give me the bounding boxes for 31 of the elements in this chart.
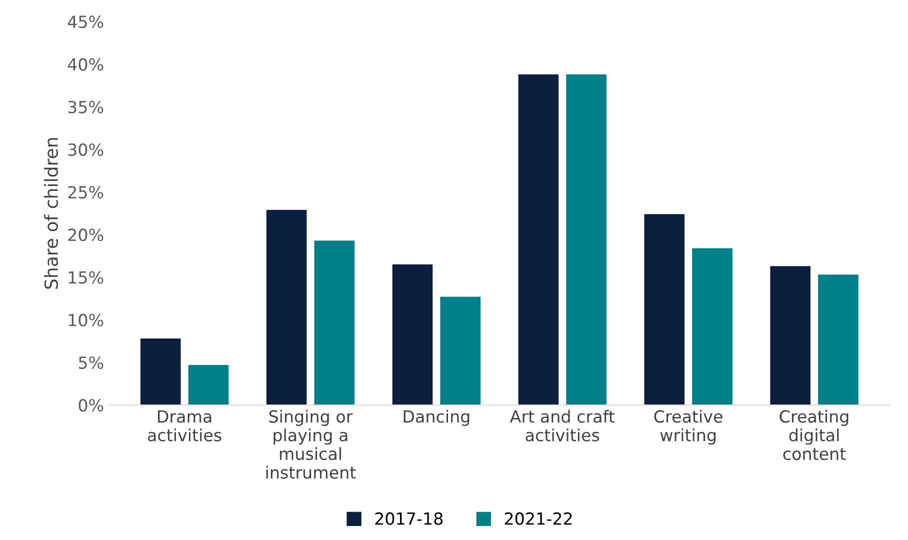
y-tick-label: 30% xyxy=(68,143,104,156)
bar xyxy=(518,74,559,405)
bar xyxy=(692,248,732,405)
bar xyxy=(644,214,685,405)
bar xyxy=(770,266,810,405)
y-axis-title: Share of children xyxy=(44,138,58,289)
legend-label: 2017-18 xyxy=(375,512,443,525)
y-tick-label: 5% xyxy=(78,356,104,369)
bar xyxy=(566,74,606,405)
bar xyxy=(266,210,307,405)
x-tick-label: Creating digital content xyxy=(780,410,848,460)
x-tick-label: Creative writing xyxy=(654,410,722,445)
x-tick-label: Singing or playing a musical instrument xyxy=(266,410,356,479)
y-tick-label: 45% xyxy=(68,16,104,28)
bar xyxy=(188,364,229,405)
y-tick-label: 35% xyxy=(68,100,104,114)
y-tick-label: 0% xyxy=(78,398,104,412)
x-tick-label: Dancing xyxy=(404,410,470,426)
y-tick-label: 20% xyxy=(68,228,104,242)
bar xyxy=(314,240,355,405)
bar xyxy=(392,264,433,405)
y-tick-label: 15% xyxy=(68,271,104,284)
y-tick-label: 10% xyxy=(68,314,104,326)
bar xyxy=(818,274,858,405)
x-tick-label: Art and craft activities xyxy=(510,410,615,442)
x-tick-label: Drama activities xyxy=(148,410,222,442)
bar xyxy=(140,338,181,405)
y-tick-label: 40% xyxy=(68,58,104,71)
bar xyxy=(440,296,481,405)
y-tick-label: 25% xyxy=(68,186,104,199)
legend-label: 2021-22 xyxy=(504,512,572,525)
